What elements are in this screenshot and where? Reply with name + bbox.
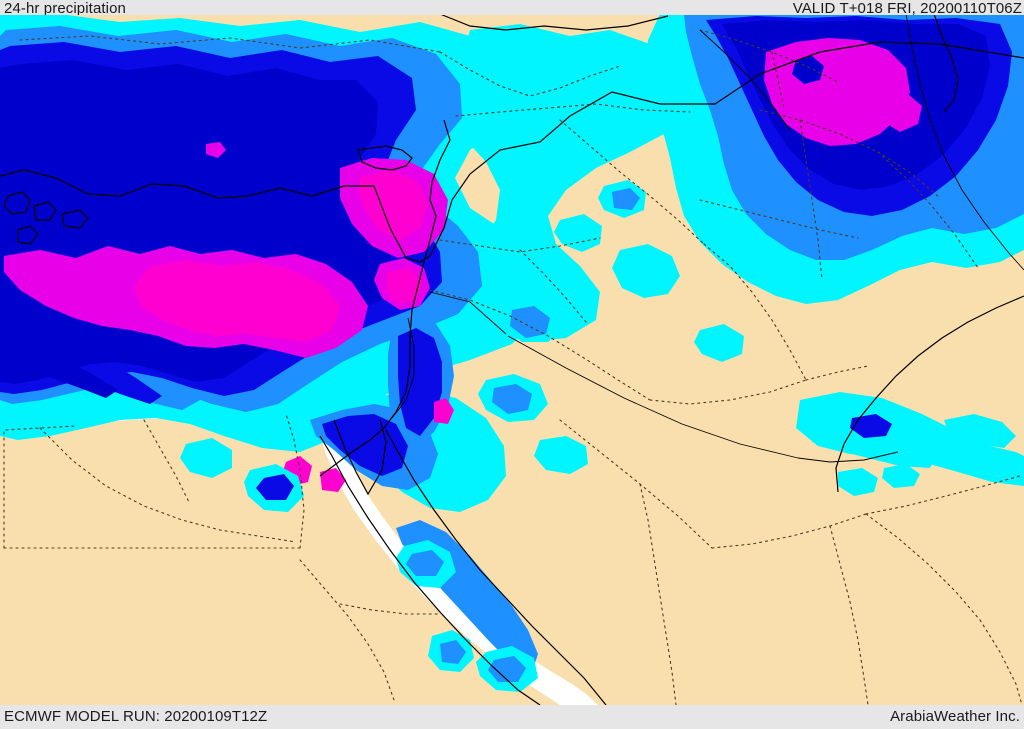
solid-border-group xyxy=(391,13,1024,463)
precip-band-pink-a3 xyxy=(386,268,422,304)
border-sudan-area-2 xyxy=(339,603,439,615)
precip-cell-c4 xyxy=(510,306,550,338)
border-iraq-iran xyxy=(703,243,807,381)
coastline-persian-gulf xyxy=(835,295,1024,493)
border-iran-4 xyxy=(877,151,979,269)
precip-band-pink-a5 xyxy=(320,468,346,492)
precip-cell-c16 xyxy=(488,656,526,682)
border-egypt-nile xyxy=(39,427,297,543)
precip-band-blue-a3 xyxy=(398,328,442,436)
precip-cell-c25 xyxy=(542,114,598,158)
precip-cell-c23 xyxy=(612,188,640,210)
border-arabia-east xyxy=(979,619,1023,706)
coastline-levant xyxy=(319,119,451,477)
precip-cell-c27 xyxy=(590,48,638,86)
coastline-anatolia-south xyxy=(0,41,1024,263)
solid-border-jordan-saudi xyxy=(429,291,507,335)
precip-cell-c11 xyxy=(882,464,920,488)
coastline-cyprus xyxy=(357,145,413,171)
coastline-red-sea-east xyxy=(385,429,607,706)
precip-band-dkblue-a2 xyxy=(0,348,118,398)
border-saudi-uae xyxy=(865,475,1021,515)
precip-cell-c2 xyxy=(554,214,602,252)
precip-system-scattered-southeast xyxy=(180,48,1016,692)
solid-border-iran-main xyxy=(905,13,1024,271)
coastline-sinai xyxy=(333,419,387,496)
coastline-black-sea xyxy=(439,13,669,31)
border-group xyxy=(3,29,1023,706)
solid-border-kuwait-gulf xyxy=(797,451,899,463)
precip-system-east-mediterranean xyxy=(0,14,684,672)
border-caucasus-2 xyxy=(771,51,785,109)
precip-cell-c7 xyxy=(534,436,588,474)
page-title: 24-hr precipitation xyxy=(4,0,126,15)
border-saudi-internal-2 xyxy=(711,513,867,549)
precip-cell-c1 xyxy=(612,244,680,298)
precip-cell-c21 xyxy=(180,438,232,478)
precip-cell-c26 xyxy=(490,56,546,100)
border-jordan-saudi xyxy=(429,289,651,401)
precip-band-blue-a4 xyxy=(322,414,408,476)
border-iraq-saudi xyxy=(649,379,807,405)
border-turkey-north xyxy=(19,35,441,53)
solid-border-israel xyxy=(391,317,415,419)
coastline-group xyxy=(0,13,1024,706)
precip-band-magenta-b2 xyxy=(880,94,922,132)
precip-band-cyan-a3 xyxy=(456,24,684,342)
border-saudi-internal-3 xyxy=(865,513,981,621)
border-egypt-east xyxy=(285,413,305,549)
border-saudi-internal-4 xyxy=(639,483,677,706)
border-jordan-iraq xyxy=(519,249,587,323)
precip-cell-c18 xyxy=(406,550,444,576)
coastline-caspian xyxy=(933,13,959,113)
coastline-red-sea-west xyxy=(319,435,541,706)
precip-cell-c6 xyxy=(492,384,532,414)
precip-band-dkblue-b2 xyxy=(792,56,824,84)
solid-border-turkey-iran xyxy=(699,29,791,131)
precip-cell-c12 xyxy=(850,414,892,438)
precip-cell-c20 xyxy=(256,474,294,500)
footer-bar: ECMWF MODEL RUN: 20200109T12Z ArabiaWeat… xyxy=(0,705,1024,729)
border-egypt-delta xyxy=(143,419,191,505)
valid-time-label: VALID T+018 FRI, 20200110T06Z xyxy=(792,0,1022,15)
border-sudan-area xyxy=(299,559,395,701)
precip-band-pink-a xyxy=(134,260,340,342)
precip-band-magenta-a5 xyxy=(206,142,226,158)
border-caucasus-1 xyxy=(699,29,839,83)
precip-cell-c24 xyxy=(694,324,744,362)
model-run-label: ECMWF MODEL RUN: 20200109T12Z xyxy=(4,708,268,725)
precip-band-pink-a6 xyxy=(434,398,454,424)
border-turkey-east xyxy=(439,51,621,97)
precip-band-pink-a2 xyxy=(358,170,428,240)
solid-border-iraq-saudi xyxy=(507,335,799,459)
header-bar: 24-hr precipitation VALID T+018 FRI, 202… xyxy=(0,0,1024,15)
coastline-aegean-islands xyxy=(3,191,89,245)
precip-cell-c14 xyxy=(440,640,466,664)
precip-cell-c8 xyxy=(812,420,938,468)
precip-cell-c10 xyxy=(838,468,878,496)
border-turkey-syria xyxy=(455,103,691,117)
credit-label: ArabiaWeather Inc. xyxy=(890,708,1020,725)
precip-cell-c9 xyxy=(944,414,1016,448)
border-arabia-se xyxy=(829,525,869,706)
